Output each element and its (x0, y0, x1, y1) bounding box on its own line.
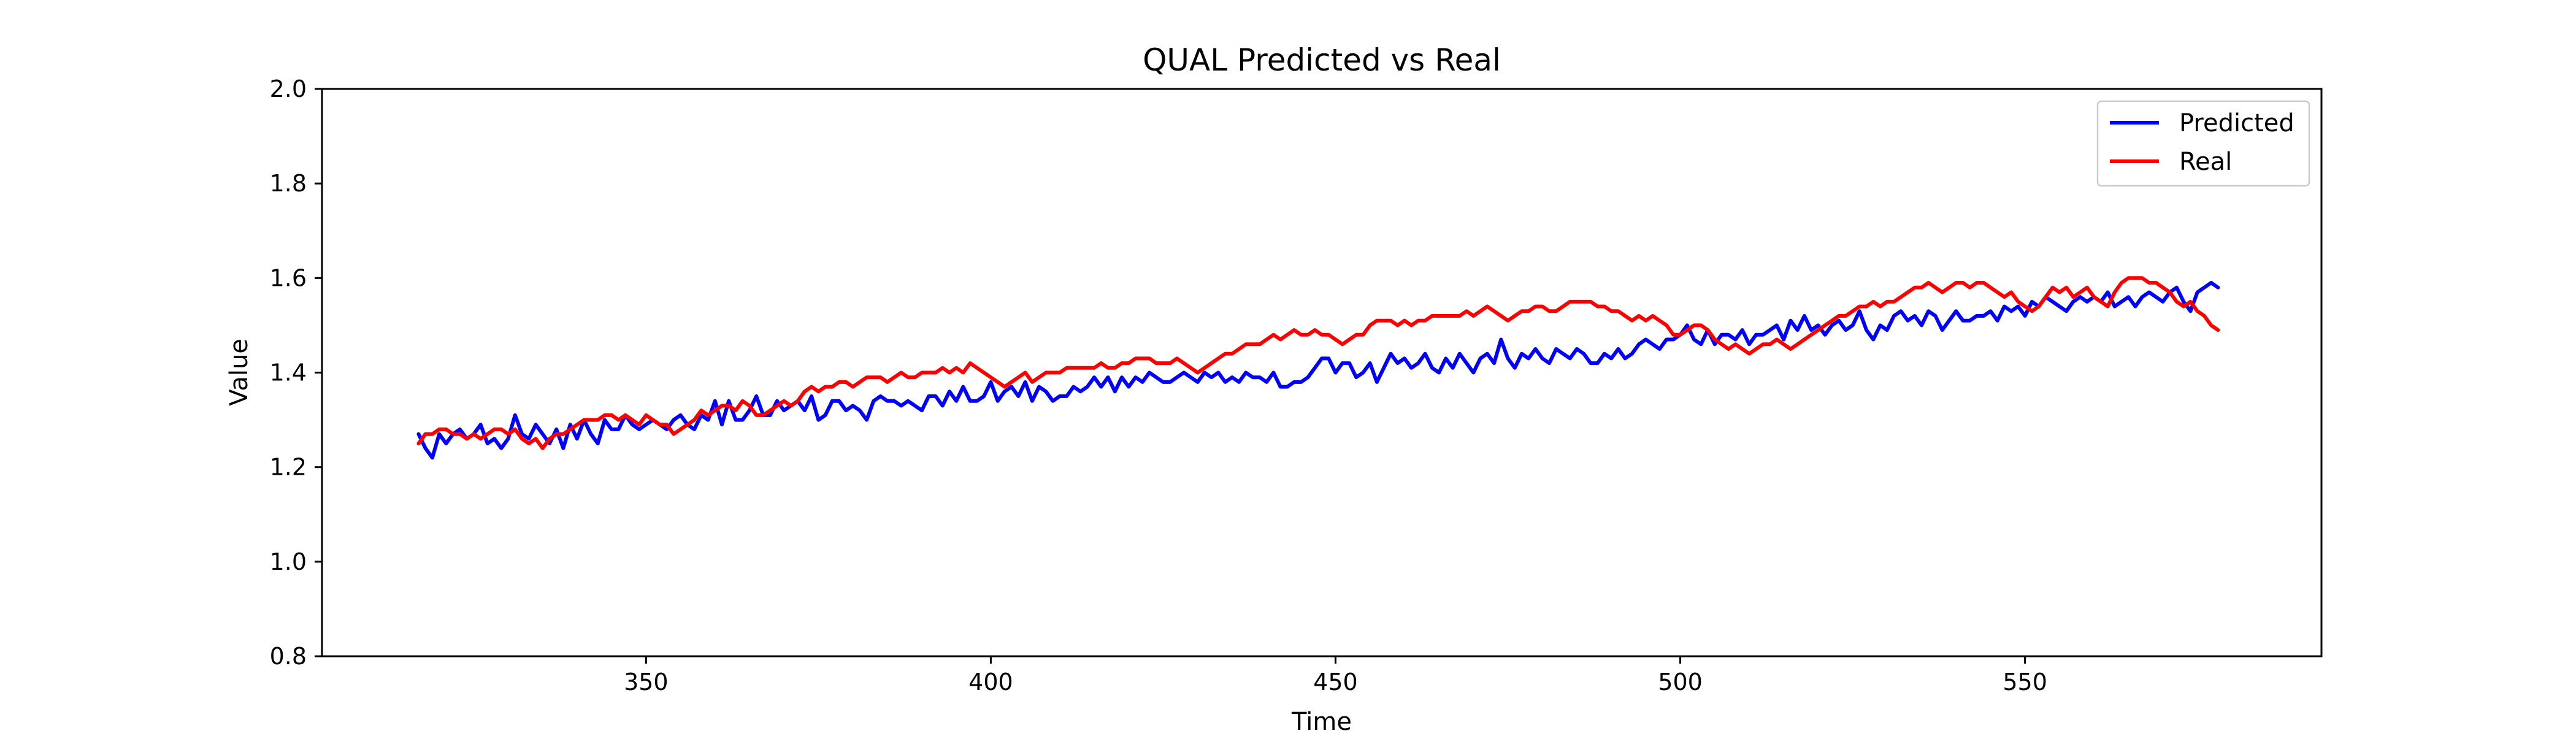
x-axis: 350 400 450 500 550 (624, 656, 2047, 696)
x-tick-label: 400 (968, 669, 1013, 696)
series-line-predicted (416, 281, 2220, 460)
series-line-real (416, 276, 2220, 450)
x-tick-label: 350 (624, 669, 669, 696)
y-tick-label: 1.0 (270, 548, 307, 575)
chart-title: QUAL Predicted vs Real (1143, 42, 1501, 78)
series-layer (416, 276, 2220, 460)
legend-label-predicted: Predicted (2179, 109, 2294, 137)
legend: Predicted Real (2096, 100, 2310, 187)
y-axis-label: Value (225, 339, 253, 406)
y-tick-label: 0.8 (270, 643, 307, 670)
y-tick-label: 1.2 (270, 454, 307, 481)
y-tick-label: 1.6 (270, 264, 307, 291)
x-tick-label: 500 (1658, 669, 1703, 696)
y-axis: 0.8 1.0 1.2 1.4 1.6 1.8 2.0 (270, 75, 322, 670)
legend-label-real: Real (2179, 148, 2232, 176)
y-tick-label: 1.4 (270, 359, 307, 386)
x-axis-label: Time (1291, 708, 1352, 736)
x-tick-label: 550 (2003, 669, 2047, 696)
x-tick-label: 450 (1313, 669, 1358, 696)
y-tick-label: 2.0 (270, 75, 307, 102)
y-tick-label: 1.8 (270, 170, 307, 197)
